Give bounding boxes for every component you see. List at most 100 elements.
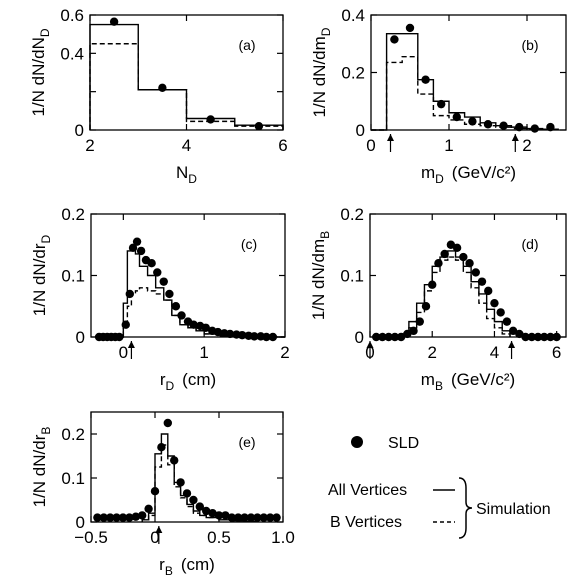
data-point: [259, 513, 268, 522]
data-point: [396, 332, 406, 342]
y-axis-label-main: 1/N dN/dr: [30, 434, 49, 507]
y-tick-label: 0: [356, 121, 365, 140]
data-point: [121, 320, 130, 329]
data-point: [246, 513, 256, 522]
x-tick-label: 2: [85, 136, 94, 155]
y-tick-label: 0.1: [61, 267, 85, 286]
data-point: [109, 17, 119, 26]
data-point: [253, 513, 262, 522]
x-axis-label: mD (GeV/c²): [421, 163, 516, 186]
y-axis-label-main: 1/N dN/dr: [30, 243, 49, 316]
x-tick-label: 0: [119, 343, 128, 362]
data-point: [225, 329, 235, 339]
data-point: [515, 122, 524, 132]
data-point: [540, 332, 549, 342]
data-point: [250, 332, 259, 341]
data-point: [138, 511, 147, 520]
data-point: [527, 332, 536, 342]
panel-b: 0 1 200.20.4(b)mD (GeV/c²)1/N dN/dmD: [310, 6, 567, 186]
data-point: [201, 323, 210, 332]
x-tick-label: 4: [182, 136, 191, 155]
data-point: [125, 289, 134, 299]
data-point: [118, 513, 128, 522]
data-point: [471, 268, 480, 277]
x-axis-label-main: r: [159, 555, 165, 574]
data-point: [237, 330, 247, 340]
panel-label: (a): [238, 37, 255, 53]
data-point: [150, 487, 160, 496]
panel-label: (b): [521, 37, 538, 53]
x-tick-label: 0.5: [207, 528, 231, 547]
legend: SLD All Vertices B Vertices Simulation: [328, 435, 551, 539]
y-tick-label: 0.2: [340, 205, 364, 224]
panel-e: −0.5 0 0.5 1.000.10.2 (e)rB (cm)1/N dN/drB: [30, 411, 295, 578]
x-axis-label: mB (GeV/c²): [421, 370, 515, 393]
data-point: [552, 332, 561, 342]
data-point: [206, 115, 215, 124]
data-point: [163, 418, 172, 428]
data-point: [144, 504, 153, 513]
y-axis-label: 1/N dN/drB: [30, 427, 53, 508]
cut-arrow-head: [155, 526, 163, 533]
x-axis-unit: (cm): [182, 370, 216, 389]
data-point: [496, 308, 505, 317]
data-point: [521, 332, 530, 342]
data-point: [508, 326, 518, 336]
legend-sld-marker: [351, 436, 363, 448]
data-point: [132, 237, 142, 246]
data-point: [131, 512, 140, 521]
legend-brace: [458, 477, 473, 539]
data-point: [202, 506, 211, 516]
plot-frame: [90, 411, 284, 523]
y-tick-label: 0.4: [60, 44, 84, 63]
legend-simulation-label: Simulation: [476, 501, 551, 518]
data-point: [176, 478, 185, 487]
cut-arrow-head: [127, 341, 135, 348]
data-point: [405, 23, 415, 33]
y-axis-label-main: 1/N dN/dN: [29, 37, 48, 116]
data-point: [157, 443, 166, 452]
data-point: [125, 513, 134, 522]
panel-a: 2 4 600.40.6(a)ND1/N dN/dND: [29, 6, 288, 186]
y-axis-label: 1/N dN/dmB: [309, 231, 332, 320]
x-tick-label: 6: [552, 343, 561, 362]
legend-all-label: All Vertices: [328, 482, 407, 499]
y-axis-label-sub: D: [319, 27, 333, 36]
data-point: [227, 513, 236, 522]
y-tick-label: 0.2: [61, 205, 85, 224]
cut-arrow-head: [366, 341, 374, 348]
data-point: [99, 513, 109, 522]
data-point: [546, 332, 555, 342]
data-point: [428, 280, 437, 289]
x-tick-label: 2: [280, 343, 289, 362]
y-axis-label-sub: D: [39, 234, 53, 243]
data-point: [214, 511, 224, 520]
data-point: [158, 83, 167, 93]
y-axis-label: 1/N dN/drD: [30, 234, 53, 316]
x-axis-label: ND: [176, 163, 197, 186]
y-axis-label-sub: D: [38, 28, 52, 37]
panel-d: 024600.10.2(d)mB(GeV/c²)1/N dN/dmB: [309, 205, 567, 393]
data-point: [240, 513, 249, 522]
data-point: [153, 268, 162, 277]
data-point: [254, 121, 264, 131]
data-point: [266, 513, 275, 522]
data-point: [409, 326, 418, 336]
data-point: [452, 243, 462, 253]
y-tick-label: 0: [76, 328, 85, 347]
legend-b-label: B Vertices: [330, 514, 402, 531]
data-point: [390, 35, 399, 44]
data-point: [421, 75, 430, 84]
data-point: [533, 332, 543, 342]
x-tick-label: 2: [427, 343, 436, 362]
cut-arrow-head: [387, 134, 394, 141]
cut-arrow-head: [511, 134, 519, 141]
data-point: [115, 332, 124, 342]
data-point: [499, 121, 508, 130]
data-point: [93, 513, 102, 522]
plot-frame: [369, 213, 567, 338]
y-axis-label-sub: B: [39, 427, 53, 435]
data-point: [208, 509, 217, 518]
x-axis-label-sub: D: [435, 172, 444, 186]
data-point: [272, 513, 281, 522]
